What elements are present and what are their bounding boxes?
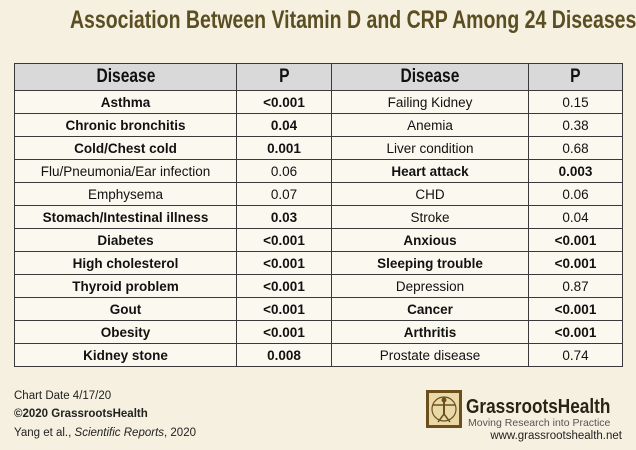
p-value-cell: <0.001: [528, 320, 623, 344]
column-header-text: P: [278, 66, 290, 87]
logo-name: GrassrootsHealth: [466, 396, 611, 418]
column-header: Disease: [331, 63, 529, 91]
citation-authors: Yang et al.,: [14, 427, 75, 439]
column-header-text: Disease: [400, 66, 460, 87]
p-value-cell: <0.001: [236, 274, 332, 298]
column-header: Disease: [14, 63, 237, 91]
p-value-cell: 0.04: [528, 205, 623, 229]
p-value-cell: 0.38: [528, 113, 623, 137]
table-body: Asthma <0.001 Failing Kidney 0.15 Chronic br…: [14, 90, 623, 367]
table: Disease P Disease P Asthma <0.001 Failing Kid…: [14, 63, 623, 367]
disease-cell: Cold/Chest cold: [14, 136, 237, 160]
p-value-cell: 0.001: [236, 136, 332, 160]
disease-cell: Asthma: [14, 90, 237, 114]
disease-cell: Sleeping trouble: [331, 251, 529, 275]
column-header: P: [528, 63, 623, 91]
disease-cell: Stomach/Intestinal illness: [14, 205, 237, 229]
p-value-cell: <0.001: [528, 251, 623, 275]
table-row: Cold/Chest cold 0.001 Liver condition 0.68: [14, 136, 623, 160]
disease-cell: Gout: [14, 297, 237, 321]
disease-cell: Arthritis: [331, 320, 529, 344]
table-row: Kidney stone 0.008 Prostate disease 0.74: [14, 343, 623, 367]
table-row: Thyroid problem <0.001 Depression 0.87: [14, 274, 623, 298]
table-row: Chronic bronchitis 0.04 Anemia 0.38: [14, 113, 623, 137]
header-row: Disease P Disease P: [14, 63, 623, 91]
table-row: High cholesterol <0.001 Sleeping trouble <0…: [14, 251, 623, 275]
table-row: Obesity <0.001 Arthritis <0.001: [14, 320, 623, 344]
table-row: Emphysema 0.07 CHD 0.06: [14, 182, 623, 206]
disease-cell: Flu/Pneumonia/Ear infection: [14, 159, 237, 183]
citation: Yang et al., Scientific Reports, 2020: [14, 427, 196, 439]
column-header-text: P: [570, 66, 581, 87]
p-value-cell: <0.001: [236, 251, 332, 275]
p-value-cell: 0.74: [528, 343, 623, 367]
p-value-cell: <0.001: [528, 228, 623, 252]
chart-date: Chart Date 4/17/20: [14, 390, 112, 402]
p-value-cell: 0.68: [528, 136, 623, 160]
p-value-cell: 0.06: [528, 182, 623, 206]
title: Association Between Vitamin D and CRP Am…: [69, 6, 636, 34]
citation-journal: Scientific Reports: [74, 427, 165, 439]
p-value-cell: <0.001: [236, 297, 332, 321]
citation-year: , 2020: [164, 427, 196, 439]
column-header-text: Disease: [96, 66, 155, 87]
p-value-cell: 0.003: [528, 159, 623, 183]
p-value-cell: <0.001: [236, 90, 332, 114]
disease-cell: Emphysema: [14, 182, 237, 206]
table-row: Stomach/Intestinal illness 0.03 Stroke 0.04: [14, 205, 623, 229]
p-value-cell: <0.001: [236, 320, 332, 344]
disease-cell: Chronic bronchitis: [14, 113, 237, 137]
disease-cell: Diabetes: [14, 228, 237, 252]
p-value-cell: 0.008: [236, 343, 332, 367]
logo-url: www.grassrootshealth.net: [490, 430, 622, 442]
table-row: Gout <0.001 Cancer <0.001: [14, 297, 623, 321]
p-value-cell: 0.07: [236, 182, 332, 206]
disease-cell: Thyroid problem: [14, 274, 237, 298]
disease-cell: Depression: [331, 274, 529, 298]
disease-cell: Kidney stone: [14, 343, 237, 367]
disease-cell: Anxious: [331, 228, 529, 252]
p-value-cell: <0.001: [528, 297, 623, 321]
disease-cell: Liver condition: [331, 136, 529, 160]
p-value-cell: <0.001: [236, 228, 332, 252]
column-header: P: [236, 63, 332, 91]
disease-cell: CHD: [331, 182, 529, 206]
p-value-cell: 0.87: [528, 274, 623, 298]
disease-cell: Failing Kidney: [331, 90, 529, 114]
disease-cell: Prostate disease: [331, 343, 529, 367]
p-value-cell: 0.15: [528, 90, 623, 114]
table-row: Flu/Pneumonia/Ear infection 0.06 Heart att…: [14, 159, 623, 183]
p-value-cell: 0.06: [236, 159, 332, 183]
disease-cell: Stroke: [331, 205, 529, 229]
disease-cell: High cholesterol: [14, 251, 237, 275]
disease-cell: Anemia: [331, 113, 529, 137]
p-value-cell: 0.03: [236, 205, 332, 229]
disease-cell: Cancer: [331, 297, 529, 321]
logo-tagline: Moving Research into Practice: [468, 417, 611, 429]
disease-cell: Obesity: [14, 320, 237, 344]
disease-cell: Heart attack: [331, 159, 529, 183]
p-value-cell: 0.04: [236, 113, 332, 137]
logo-icon: [426, 390, 462, 428]
table-row: Asthma <0.001 Failing Kidney 0.15: [14, 90, 623, 114]
copyright: ©2020 GrassrootsHealth: [14, 408, 148, 420]
table-row: Diabetes <0.001 Anxious <0.001: [14, 228, 623, 252]
